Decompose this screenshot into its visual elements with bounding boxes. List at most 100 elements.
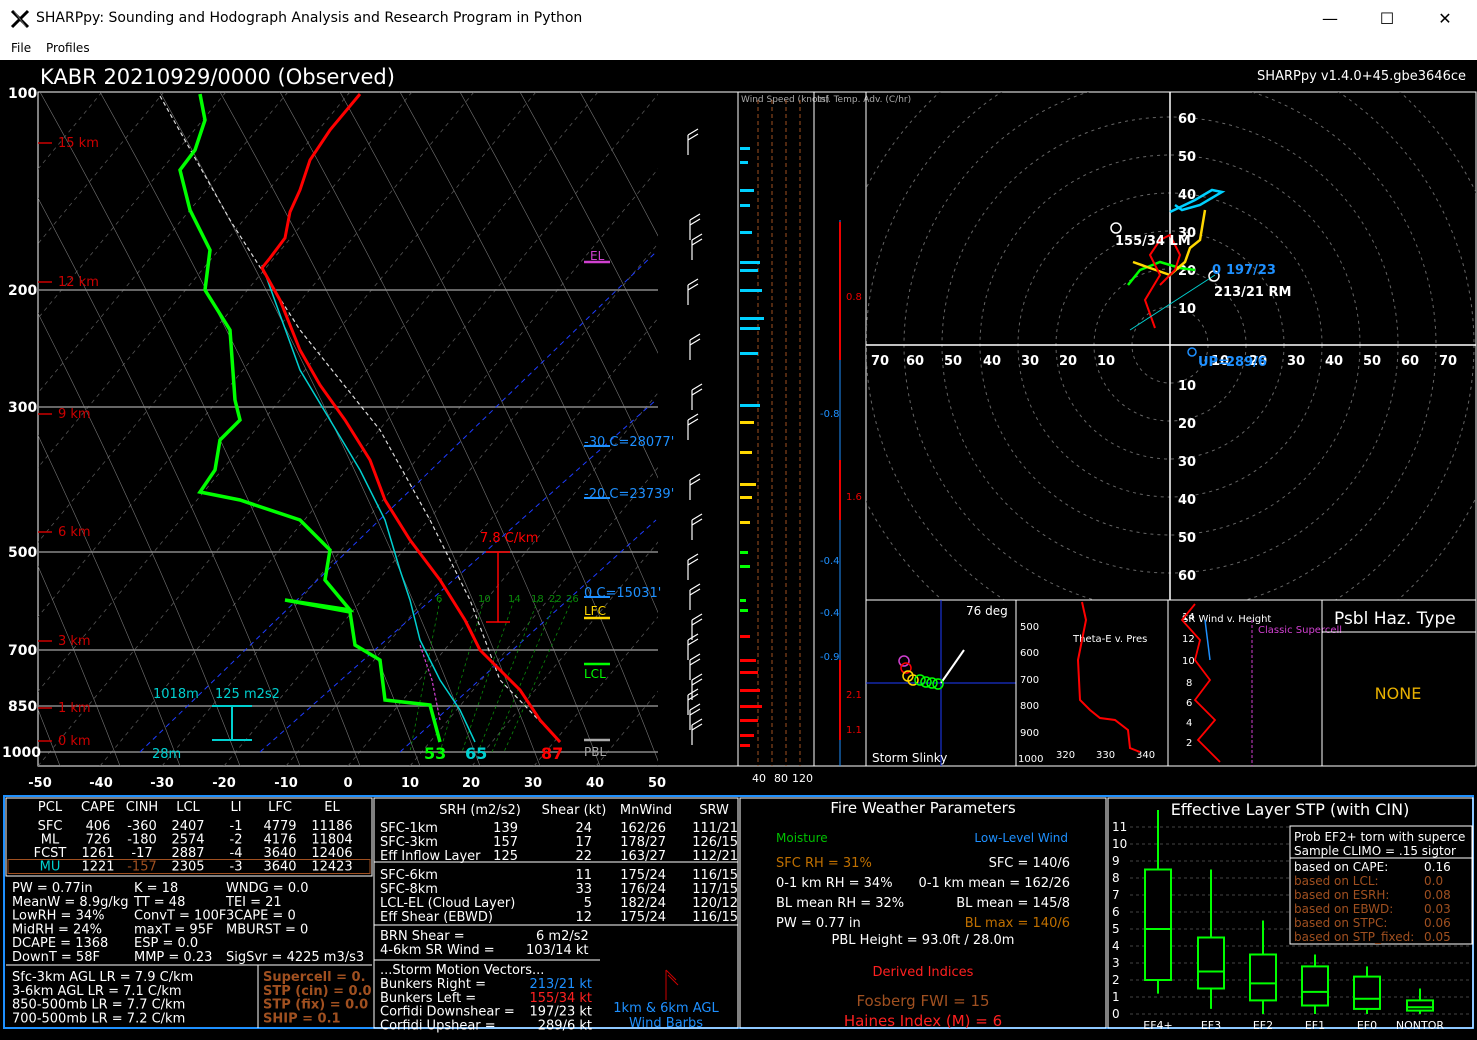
stp-y-label: 8 <box>1112 871 1120 885</box>
hodo-x-label: 30 <box>1021 354 1039 369</box>
parcel-cell: 2887 <box>171 846 204 861</box>
parcel-cell: -4 <box>230 846 243 861</box>
kin-cell: 162/26 <box>620 821 666 836</box>
lcl-label: LCL <box>584 667 606 681</box>
parcel-cell: FCST <box>34 846 67 861</box>
lapse-rate: 3-6km AGL LR = 7.1 C/km <box>12 984 182 999</box>
storm-vector-label: Corfidi Upshear = <box>380 1018 496 1033</box>
window-titlebar[interactable]: SHARPpy: Sounding and Hodograph Analysis… <box>0 0 1477 39</box>
kin-cell: 33 <box>575 882 592 897</box>
barbs-label-2: Wind Barbs <box>629 1016 703 1031</box>
hazard-value: NONE <box>1375 684 1422 703</box>
slinky-angle: 76 deg <box>966 604 1008 618</box>
kin-cell: 182/24 <box>620 896 666 911</box>
parcel-cell: 4779 <box>263 819 296 834</box>
stp-y-label: 0 <box>1112 1007 1120 1021</box>
menu-file[interactable]: File <box>11 41 32 55</box>
thermo-index: MeanW = 8.9g/kg <box>12 895 129 910</box>
thermo-index: ConvT = 100F <box>134 909 226 924</box>
menu-profiles[interactable]: Profiles <box>46 41 90 55</box>
mixratio-label: 14 <box>508 594 521 605</box>
stp-prob-value: 0.03 <box>1424 902 1451 916</box>
srwind-height: 2 <box>1186 738 1192 749</box>
kin-label: Eff Shear (EBWD) <box>380 910 493 925</box>
wind-speed-bar <box>740 599 746 602</box>
upshear-prefix: UP= <box>1198 355 1229 370</box>
wind-speed-bar <box>740 289 762 292</box>
hodo-x-label: 70 <box>1439 354 1457 369</box>
stp-y-label: 7 <box>1112 888 1120 902</box>
xming-x-icon <box>10 9 30 29</box>
hodo-x-label: 40 <box>983 354 1001 369</box>
stp-prob-label: based on EBWD: <box>1294 902 1393 916</box>
corfidi-mean-label: 197/23 <box>1226 263 1276 278</box>
iso-20-label: -20 C=23739' <box>584 487 674 502</box>
stp-climo: Sample CLIMO = .15 sigtor <box>1294 844 1456 858</box>
window-title: SHARPpy: Sounding and Hodograph Analysis… <box>36 10 583 26</box>
theta-axis: 340 <box>1136 750 1155 761</box>
wind-speed-bar <box>740 352 758 355</box>
temp-adv-value: -0.4 <box>820 556 840 567</box>
srwind-title: SR Wind v. Height <box>1182 614 1271 625</box>
height-label: 12 km <box>58 275 99 290</box>
stp-y-label: 4 <box>1112 939 1120 953</box>
iso-30-label: -30 C=28077' <box>584 435 674 450</box>
theta-pres: 800 <box>1020 701 1039 712</box>
parcel-cell: -1 <box>230 819 243 834</box>
stp-prob-label: based on STPC: <box>1294 916 1387 930</box>
theta-pres: 700 <box>1020 675 1039 686</box>
srwind-height: 6 <box>1186 698 1192 709</box>
mixratio-label: 22 <box>549 594 562 605</box>
close-button[interactable]: ✕ <box>1438 9 1452 28</box>
stp-y-label: 2 <box>1112 973 1120 987</box>
stp-category: EF4+ <box>1143 1019 1173 1032</box>
el-label: EL <box>590 249 605 263</box>
kin-cell: 163/27 <box>620 849 666 864</box>
pres-label: 300 <box>8 400 37 416</box>
fire-sfc-wind: SFC = 140/6 <box>989 856 1070 871</box>
dewpoint-trace <box>178 93 442 743</box>
wind-speed-title: Wind Speed (knots) <box>741 95 829 105</box>
temp-label: 30 <box>524 776 542 791</box>
mixratio-label: 18 <box>531 594 544 605</box>
height-label: 1 km <box>58 701 91 716</box>
kin-cell: 24 <box>575 821 592 836</box>
slinky-label: Storm Slinky <box>872 751 947 765</box>
sfc-dewpoint: 53 <box>424 744 446 763</box>
lapse-rate: 700-500mb LR = 7.2 C/km <box>12 1011 185 1026</box>
height-label: 15 km <box>58 136 99 151</box>
minimize-button[interactable]: — <box>1322 9 1338 28</box>
parcel-cell: 3640 <box>263 846 296 861</box>
stp-prob-value: 0.05 <box>1424 930 1451 944</box>
stp-title: Effective Layer STP (with CIN) <box>1171 800 1410 819</box>
hodo-x-label: 40 <box>1325 354 1343 369</box>
fire-pbl-height: PBL Height = 93.0ft / 28.0m <box>832 933 1015 948</box>
hodo-y-label: 60 <box>1178 569 1196 584</box>
fire-haines: Haines Index (M) = 6 <box>844 1012 1002 1030</box>
fire-weather-panel: Fire Weather Parameters Moisture Low-Lev… <box>739 797 1107 1030</box>
temp-label: -50 <box>28 776 52 791</box>
temp-adv-value: 2.1 <box>846 690 862 701</box>
storm-vector-value: 289/6 kt <box>538 1018 592 1033</box>
temp-label: 20 <box>462 776 480 791</box>
parcel-header: CAPE <box>81 800 115 815</box>
temp-adv-title: Inf. Temp. Adv. (C/hr) <box>817 95 911 105</box>
pres-label: 700 <box>8 643 37 659</box>
fire-llwind: Low-Level Wind <box>974 831 1068 845</box>
stp-box <box>1249 953 1277 1002</box>
hodo-y-label: 30 <box>1178 226 1196 241</box>
hodo-y-label: 30 <box>1178 455 1196 470</box>
theta-axis: 320 <box>1056 750 1075 761</box>
wind-speed-bar <box>740 705 762 708</box>
maximize-button[interactable]: ☐ <box>1379 9 1395 28</box>
kin-label: SFC-3km <box>380 835 438 850</box>
kin-cell: 111/21 <box>692 821 738 836</box>
storm-vectors-title: ...Storm Motion Vectors... <box>380 963 544 978</box>
hazard-panel: Psbl Haz. Type NONE <box>1321 599 1477 767</box>
srwind-classic: Classic Supercell <box>1258 625 1342 636</box>
pres-label: 1000 <box>2 745 41 761</box>
kin-cell: 117/15 <box>692 882 738 897</box>
wind-speed-bar <box>740 659 756 662</box>
srwind-height: 4 <box>1186 718 1192 729</box>
parcel-cell: 726 <box>86 833 111 848</box>
